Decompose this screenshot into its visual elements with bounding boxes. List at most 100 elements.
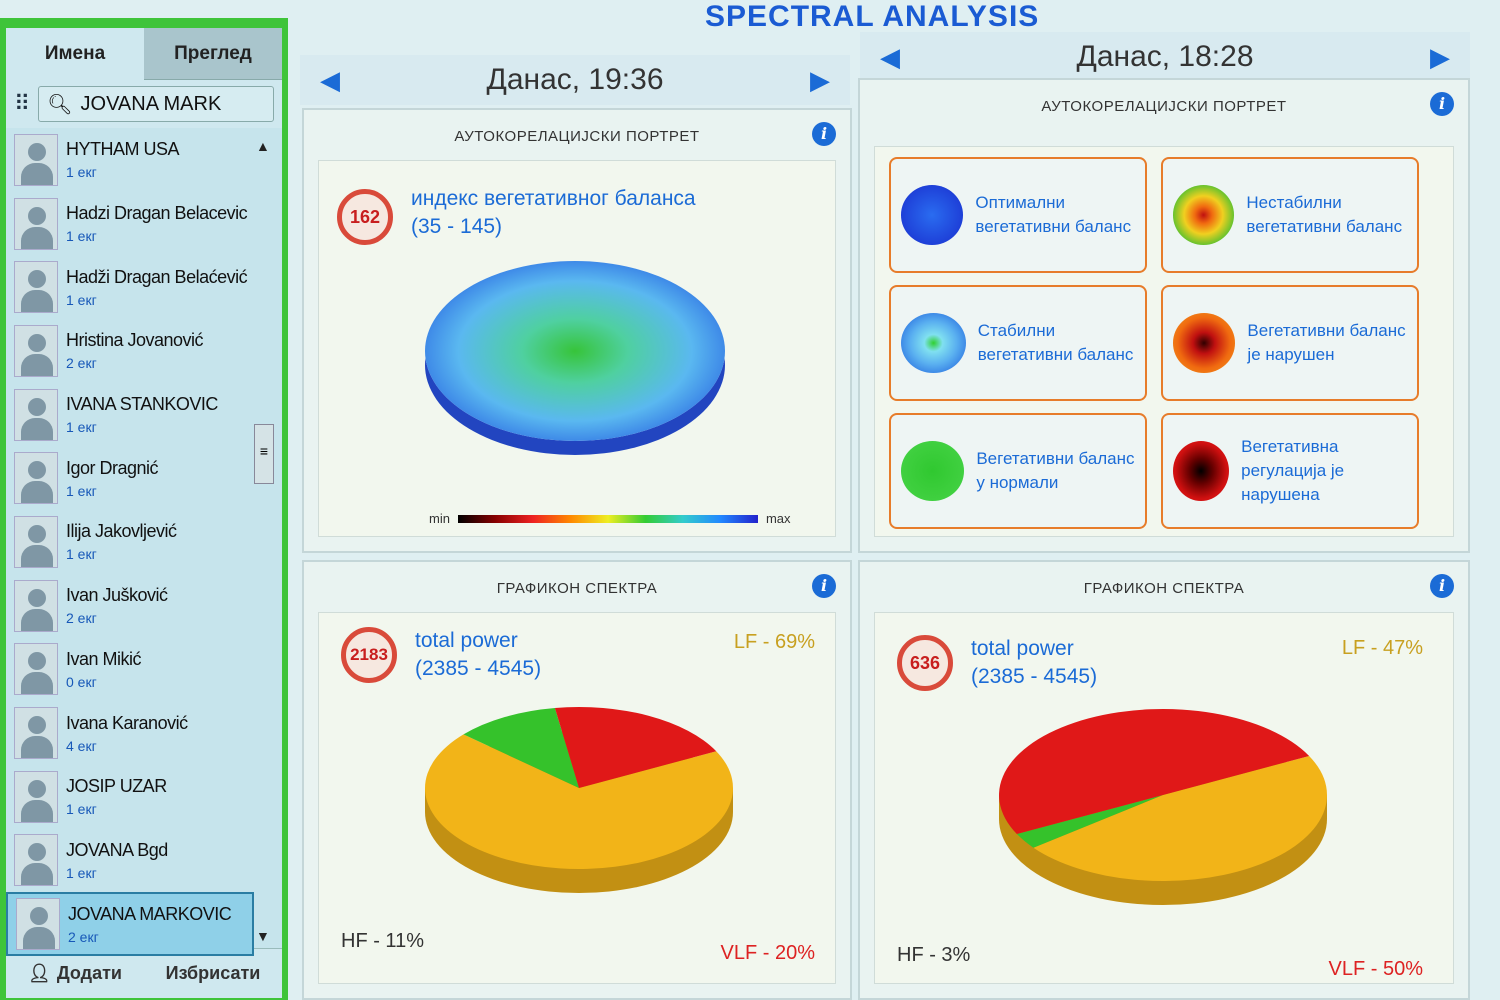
patient-list-item[interactable]: HYTHAM USA 1 екг [6, 128, 282, 192]
add-button[interactable]: 👤︎ Додати [6, 949, 144, 998]
patient-name: Hadži Dragan Belaćević [66, 266, 248, 287]
panel-title: ГРАФИКОН СПЕКТРА [1083, 580, 1245, 597]
avatar [14, 579, 58, 632]
next-arrow-icon[interactable]: ▶ [810, 64, 830, 95]
next-arrow-icon[interactable]: ▶ [1430, 41, 1450, 72]
right-portrait-panel: АУТОКОРЕЛАЦИЈСКИ ПОРТРЕТ i Оптимални вег… [858, 78, 1470, 553]
patient-list-item[interactable]: JOSIP UZAR 1 екг [6, 765, 282, 829]
patient-list-item[interactable]: Ilija Jakovljević 1 екг [6, 510, 282, 574]
page-title: SPECTRAL ANALYSIS [705, 0, 1040, 33]
patient-list-item[interactable]: Ivan Jušković 2 екг [6, 574, 282, 638]
patient-name: JOVANA Bgd [66, 839, 168, 860]
card-label: Вегетативна регулација је нарушена [1241, 437, 1345, 504]
scale-min: min [429, 511, 450, 526]
avatar [14, 452, 58, 505]
left-portrait-panel: АУТОКОРЕЛАЦИЈСКИ ПОРТРЕТ i 162 индекс ве… [302, 108, 852, 553]
hf-percent: HF - 11% [341, 930, 424, 952]
patient-name: HYTHAM USA [66, 139, 180, 160]
patient-list-item[interactable]: Hadži Dragan Belaćević 1 екг [6, 255, 282, 319]
pie-slice-vlf [999, 709, 1310, 835]
patient-list-item[interactable]: Igor Dragnić 1 екг [6, 446, 282, 510]
autocorrelation-portrait-disk [425, 261, 725, 441]
avatar [14, 197, 58, 250]
patient-name: JOVANA MARKOVIC [68, 903, 232, 924]
info-icon[interactable]: i [1430, 574, 1454, 598]
scroll-up-icon[interactable]: ▲ [256, 138, 270, 154]
patient-name: Igor Dragnić [66, 457, 159, 478]
delete-button[interactable]: Избрисати [144, 949, 282, 998]
pie-slice-hf [1016, 795, 1163, 848]
avatar [14, 515, 58, 568]
scroll-down-icon[interactable]: ▼ [256, 928, 270, 944]
scale-gradient [457, 514, 758, 523]
pie-slice-vlf [554, 707, 717, 788]
lf-percent: LF - 69% [733, 631, 815, 653]
patient-list-item[interactable]: Ivan Mikić 0 екг [6, 638, 282, 702]
tab-names[interactable]: Имена [6, 28, 144, 80]
portrait-disk-icon [901, 441, 965, 501]
patient-list-item[interactable]: Hadzi Dragan Belacevic 1 екг [6, 192, 282, 256]
patient-list-item[interactable]: IVANA STANKOVIC 1 екг [6, 383, 282, 447]
grid-menu-icon[interactable]: ⠿ [14, 91, 31, 116]
portrait-disk-icon [901, 313, 966, 373]
pie-slice-hf [463, 707, 579, 788]
ecg-count: 1 екг [66, 291, 97, 308]
patient-name: Ivan Jušković [66, 585, 168, 606]
ecg-count: 1 екг [66, 482, 97, 499]
search-icon: 🔍︎ [47, 93, 73, 116]
portrait-disk-icon [1173, 313, 1236, 373]
patient-name: Hristina Jovanović [66, 330, 204, 351]
left-date: Данас, 19:36 [486, 63, 664, 96]
spectrum-pie-chart [425, 707, 733, 893]
patient-list-item[interactable]: JOVANA MARKOVIC 2 екг [6, 892, 254, 956]
avatar [14, 388, 58, 441]
portrait-legend-card: Нестабилни вегетативни баланс [1161, 157, 1419, 273]
balance-index-badge: 162 [337, 189, 393, 245]
card-label: Оптимални вегетативни баланс [975, 193, 1132, 236]
ecg-count: 2 екг [66, 355, 97, 372]
color-scale: min max [429, 511, 791, 526]
avatar [14, 834, 58, 887]
lf-percent: LF - 47% [1341, 637, 1423, 659]
right-date-bar: ◀ Данас, 18:28 ▶ [860, 32, 1470, 82]
total-power-label: total power [971, 637, 1074, 660]
info-icon[interactable]: i [812, 122, 836, 146]
patient-list-item[interactable]: Ivana Karanović 4 екг [6, 701, 282, 765]
search-input[interactable]: 🔍︎ JOVANA MARK [38, 86, 274, 122]
prev-arrow-icon[interactable]: ◀ [320, 64, 340, 95]
patient-name: IVANA STANKOVIC [66, 394, 218, 415]
patient-name: JOSIP UZAR [66, 776, 167, 797]
add-label: Додати [56, 963, 122, 983]
search-value: JOVANA MARK [80, 92, 222, 115]
info-icon[interactable]: i [812, 574, 836, 598]
ecg-count: 1 екг [66, 228, 97, 245]
left-spectrum-panel: ГРАФИКОН СПЕКТРА i 2183 total power (2385… [302, 560, 852, 1000]
ecg-count: 1 екг [66, 801, 97, 818]
scale-max: max [765, 511, 791, 526]
patient-name: Hadzi Dragan Belacevic [66, 203, 248, 224]
patient-list-item[interactable]: Hristina Jovanović 2 екг [6, 319, 282, 383]
vlf-percent: VLF - 50% [1328, 958, 1423, 980]
ecg-count: 1 екг [66, 864, 97, 881]
patient-name: Ivana Karanović [66, 712, 188, 733]
vlf-percent: VLF - 20% [720, 942, 815, 964]
left-date-bar: ◀ Данас, 19:36 ▶ [300, 55, 850, 105]
prev-arrow-icon[interactable]: ◀ [880, 41, 900, 72]
avatar [14, 133, 58, 186]
card-label: Стабилни вегетативни баланс [977, 321, 1134, 364]
avatar [14, 770, 58, 823]
tab-overview[interactable]: Преглед [144, 28, 282, 80]
panel-title: АУТОКОРЕЛАЦИЈСКИ ПОРТРЕТ [1041, 98, 1287, 115]
patient-list-item[interactable]: JOVANA Bgd 1 екг [6, 829, 282, 893]
info-icon[interactable]: i [1430, 92, 1454, 116]
total-power-range: (2385 - 4545) [971, 665, 1098, 688]
balance-index-range: (35 - 145) [411, 215, 503, 238]
hf-percent: HF - 3% [897, 944, 971, 966]
scroll-thumb[interactable]: ≡ [254, 424, 274, 484]
ecg-count: 0 екг [66, 673, 97, 690]
total-power-badge: 636 [897, 635, 953, 691]
scrollbar[interactable]: ▲ ▼ [256, 138, 278, 948]
add-user-icon: 👤︎ [28, 963, 51, 983]
portrait-legend-card: Оптимални вегетативни баланс [889, 157, 1147, 273]
patient-name: Ilija Jakovljević [66, 521, 177, 542]
